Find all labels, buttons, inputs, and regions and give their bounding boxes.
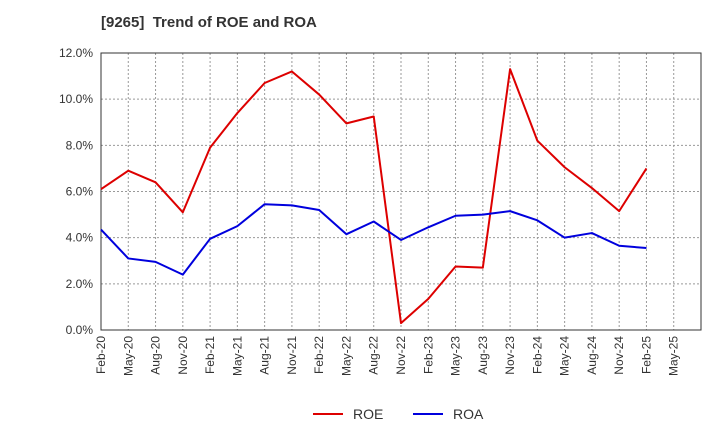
y-tick-label: 10.0%: [59, 92, 93, 106]
x-tick-label: Aug-20: [149, 336, 163, 375]
x-tick-label: Feb-23: [421, 336, 435, 374]
y-tick-label: 6.0%: [66, 185, 94, 199]
x-tick-label: May-21: [230, 336, 244, 376]
legend-label-roa: ROA: [453, 406, 484, 422]
x-tick-label: Feb-24: [530, 336, 544, 374]
y-tick-label: 4.0%: [66, 231, 94, 245]
plot-frame: [100, 52, 702, 331]
x-tick-label: May-24: [558, 336, 572, 376]
x-tick-label: Aug-24: [585, 336, 599, 375]
x-tick-label: Aug-23: [476, 336, 490, 375]
x-tick-label: May-20: [121, 336, 135, 376]
series-line-roa: [100, 203, 647, 276]
y-axis-ticks: 0.0% 2.0% 4.0% 6.0% 8.0% 10.0% 12.0%: [59, 46, 93, 337]
legend-label-roe: ROE: [353, 406, 383, 422]
x-tick-label: Feb-25: [639, 336, 653, 374]
x-tick-label: Feb-22: [312, 336, 326, 374]
x-tick-label: Nov-20: [176, 336, 190, 375]
x-tick-label: May-23: [449, 336, 463, 376]
x-tick-label: Nov-22: [394, 336, 408, 375]
x-tick-label: May-25: [667, 336, 681, 376]
x-axis-ticks: Feb-20 May-20 Aug-20 Nov-20 Feb-21 May-21 Aug-…: [94, 336, 681, 376]
y-tick-label: 0.0%: [66, 323, 94, 337]
y-tick-label: 2.0%: [66, 277, 94, 291]
series-layer: [100, 68, 648, 325]
x-tick-label: Aug-22: [367, 336, 381, 375]
chart-title: [9265] Trend of ROE and ROA: [101, 14, 317, 31]
x-tick-label: Nov-24: [612, 336, 626, 375]
x-tick-label: May-22: [339, 336, 353, 376]
series-line-roe: [100, 68, 648, 325]
legend: ROE ROA: [313, 406, 484, 422]
y-tick-label: 8.0%: [66, 138, 94, 152]
x-tick-label: Feb-20: [94, 336, 108, 374]
x-tick-label: Nov-23: [503, 336, 517, 375]
x-tick-label: Feb-21: [203, 336, 217, 374]
x-tick-label: Aug-21: [258, 336, 272, 375]
x-tick-label: Nov-21: [285, 336, 299, 375]
y-tick-label: 12.0%: [59, 46, 93, 60]
